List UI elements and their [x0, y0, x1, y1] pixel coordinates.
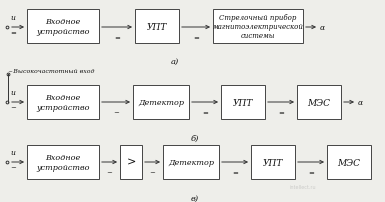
Text: УПТ: УПТ — [233, 98, 253, 107]
Text: УПТ: УПТ — [263, 158, 283, 167]
Text: Стрелочный прибор
магнитоэлектрической
системы: Стрелочный прибор магнитоэлектрической с… — [213, 14, 303, 40]
Bar — [120, 145, 142, 179]
Bar — [251, 145, 295, 179]
Text: α: α — [320, 24, 325, 32]
Text: Детектор: Детектор — [138, 99, 184, 106]
Text: Входное
устройство: Входное устройство — [36, 18, 90, 35]
Text: ~: ~ — [10, 104, 16, 110]
Bar — [27, 10, 99, 44]
Bar — [133, 86, 189, 119]
Text: в): в) — [191, 194, 199, 202]
Text: а): а) — [171, 58, 179, 66]
Text: u: u — [10, 14, 15, 22]
Text: Входное
устройство: Входное устройство — [36, 94, 90, 111]
Text: УПТ: УПТ — [147, 22, 167, 31]
Text: α: α — [358, 99, 363, 106]
Bar — [297, 86, 341, 119]
Bar — [163, 145, 219, 179]
Text: intellect.ru: intellect.ru — [290, 184, 316, 189]
Text: >: > — [126, 157, 136, 167]
Text: =: = — [308, 169, 314, 175]
Text: =: = — [232, 169, 238, 175]
Text: МЭС: МЭС — [308, 98, 330, 107]
Bar — [221, 86, 265, 119]
Text: u: u — [10, 88, 15, 97]
Text: ~: ~ — [149, 169, 156, 175]
Text: u: u — [10, 148, 15, 156]
Text: =: = — [278, 109, 284, 115]
Text: ~: ~ — [113, 109, 119, 115]
Bar — [27, 86, 99, 119]
Text: =: = — [202, 109, 208, 115]
Text: =: = — [114, 35, 120, 41]
Text: =: = — [10, 30, 16, 36]
Text: ~: ~ — [10, 164, 16, 170]
Text: Входное
устройство: Входное устройство — [36, 154, 90, 171]
Text: =: = — [193, 35, 199, 41]
Text: ~Высокочастотный вход: ~Высокочастотный вход — [8, 69, 94, 74]
Bar — [327, 145, 371, 179]
Bar — [135, 10, 179, 44]
Text: Детектор: Детектор — [168, 158, 214, 166]
Text: МЭС: МЭС — [338, 158, 360, 167]
Bar — [213, 10, 303, 44]
Text: б): б) — [191, 134, 199, 142]
Text: ~: ~ — [107, 169, 112, 175]
Bar — [27, 145, 99, 179]
